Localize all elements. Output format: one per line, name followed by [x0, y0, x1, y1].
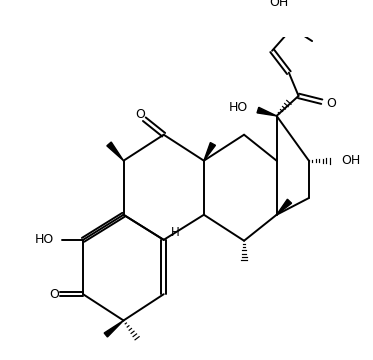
Text: O: O — [327, 97, 336, 110]
Polygon shape — [204, 143, 216, 161]
Text: HO: HO — [35, 233, 54, 246]
Text: O: O — [50, 288, 59, 301]
Polygon shape — [257, 107, 277, 116]
Text: OH: OH — [270, 0, 289, 9]
Text: O: O — [135, 108, 145, 121]
Text: HO: HO — [228, 101, 248, 114]
Polygon shape — [104, 320, 123, 337]
Text: OH: OH — [341, 154, 360, 167]
Polygon shape — [107, 142, 123, 161]
Text: H: H — [171, 226, 180, 239]
Polygon shape — [277, 199, 292, 215]
